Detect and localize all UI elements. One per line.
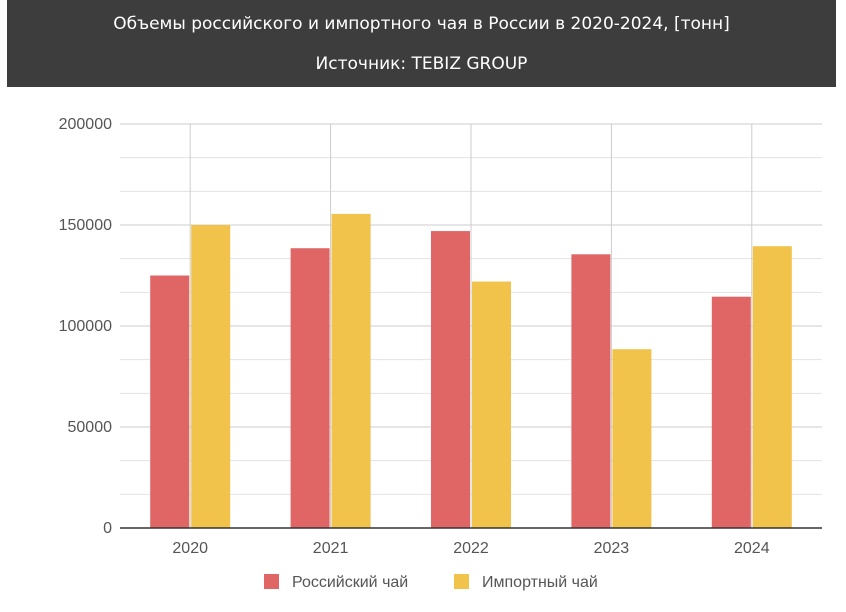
- x-tick-label: 2023: [594, 540, 630, 557]
- x-tick-label: 2024: [734, 540, 770, 557]
- y-tick-label: 150000: [59, 217, 112, 234]
- bar-imported-2022: [472, 281, 511, 528]
- bar-russian-2021: [290, 248, 330, 529]
- chart-header: Объемы российского и импортного чая в Ро…: [7, 0, 836, 87]
- y-tick-label: 50000: [68, 419, 113, 436]
- x-tick-label: 2020: [172, 540, 208, 557]
- y-axis-ticks: 0 50000 100000 150000 200000: [59, 116, 112, 537]
- legend-swatch: [264, 574, 279, 589]
- legend-label: Российский чай: [292, 574, 408, 591]
- bar-russian-2022: [431, 231, 470, 528]
- bar-imported-2020: [191, 225, 231, 528]
- bars: [150, 213, 792, 529]
- x-tick-label: 2022: [453, 540, 489, 557]
- chart-subtitle: Источник: TEBIZ GROUP: [315, 54, 528, 74]
- legend-swatch: [454, 574, 469, 589]
- bar-russian-2024: [711, 296, 751, 528]
- bar-russian-2023: [571, 254, 611, 529]
- bar-imported-2021: [331, 213, 371, 528]
- y-tick-label: 200000: [59, 116, 112, 133]
- chart-title: Объемы российского и импортного чая в Ро…: [113, 14, 730, 34]
- x-tick-label: 2021: [313, 540, 349, 557]
- bar-imported-2023: [612, 349, 652, 528]
- bar-imported-2024: [752, 246, 792, 528]
- legend: Российский чай Импортный чай: [264, 574, 598, 591]
- x-axis-ticks: 2020 2021 2022 2023 2024: [172, 540, 769, 557]
- y-tick-label: 0: [103, 520, 112, 537]
- bar-russian-2020: [150, 275, 190, 528]
- y-tick-label: 100000: [59, 318, 112, 335]
- legend-label: Импортный чай: [482, 574, 598, 591]
- grid-lines: [120, 123, 822, 529]
